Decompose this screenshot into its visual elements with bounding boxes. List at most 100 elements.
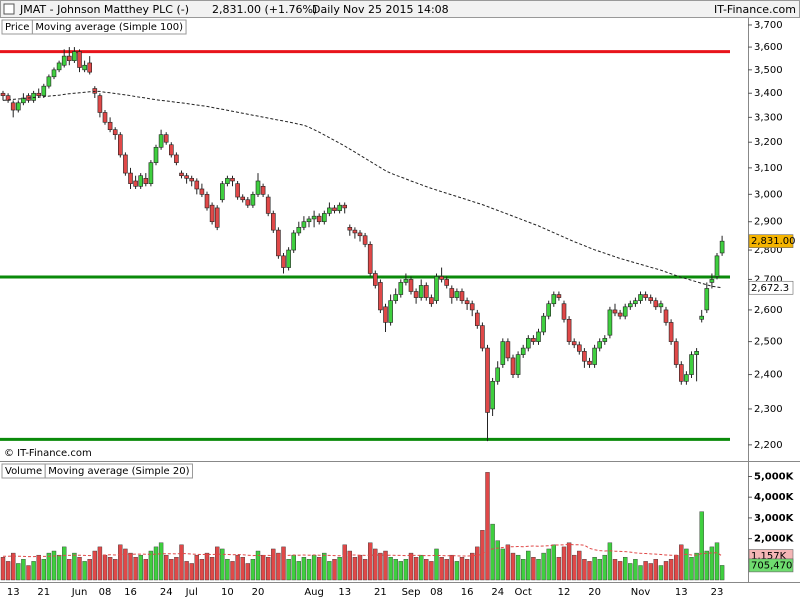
volume-bar bbox=[225, 559, 230, 581]
candle-body bbox=[128, 172, 133, 184]
y-tick-label: 3,700 bbox=[754, 20, 783, 31]
candle-body bbox=[689, 354, 694, 375]
volume-bar bbox=[21, 559, 26, 581]
candle-body bbox=[15, 102, 21, 111]
candle-body bbox=[367, 244, 373, 274]
x-tick-label: 21 bbox=[374, 587, 387, 598]
volume-bar bbox=[419, 554, 424, 581]
candle-body bbox=[469, 303, 475, 311]
volume-bar bbox=[46, 552, 52, 581]
volume-bar bbox=[209, 557, 215, 581]
volume-bar bbox=[82, 561, 87, 581]
candle-body bbox=[255, 180, 261, 195]
y-tick-label: 3,200 bbox=[754, 137, 783, 148]
candle-body bbox=[362, 235, 368, 245]
volume-bar bbox=[158, 542, 164, 581]
volume-bar bbox=[617, 561, 623, 581]
volume-bar bbox=[0, 557, 6, 581]
legend-entry: Price bbox=[5, 22, 29, 33]
volume-bar bbox=[5, 561, 11, 581]
candle-body bbox=[245, 199, 251, 206]
volume-bar bbox=[475, 546, 480, 581]
candle-body bbox=[36, 92, 42, 96]
volume-bar bbox=[214, 546, 220, 581]
volume-bar bbox=[694, 552, 699, 581]
volume-bar bbox=[204, 552, 210, 581]
candle-body bbox=[179, 172, 184, 177]
candle-body bbox=[250, 194, 256, 206]
candle-body bbox=[372, 273, 378, 286]
x-tick-label: Sep bbox=[402, 587, 421, 598]
timestamp: Nov 25 2015 14:08 bbox=[343, 3, 449, 16]
volume-bar bbox=[163, 554, 169, 581]
volume-bar bbox=[638, 565, 643, 581]
candle-body bbox=[694, 351, 699, 355]
volume-bar bbox=[408, 552, 414, 581]
candle-body bbox=[617, 312, 623, 317]
volume-bar bbox=[306, 559, 312, 581]
volume-bar bbox=[143, 559, 149, 581]
candle-body bbox=[82, 64, 87, 71]
volume-bar bbox=[704, 550, 709, 581]
candle-body bbox=[327, 207, 332, 214]
candle-body bbox=[388, 300, 393, 323]
volume-bar bbox=[668, 559, 674, 581]
candle-body bbox=[143, 178, 149, 184]
volume-bar bbox=[41, 559, 46, 581]
candle-body bbox=[668, 322, 674, 342]
volume-bar bbox=[51, 550, 57, 581]
volume-bar bbox=[255, 550, 261, 581]
candle-body bbox=[505, 341, 511, 359]
candle-body bbox=[184, 175, 189, 179]
candle-body bbox=[495, 367, 501, 382]
volume-bar bbox=[92, 550, 98, 581]
candle-body bbox=[444, 279, 450, 286]
candle-body bbox=[332, 207, 337, 211]
volume-bar bbox=[235, 554, 240, 581]
x-tick-label: 21 bbox=[37, 587, 50, 598]
volume-bar bbox=[577, 550, 582, 581]
volume-bar bbox=[413, 557, 419, 581]
volume-bar bbox=[393, 559, 398, 581]
volume-bar bbox=[587, 561, 592, 581]
volume-bar bbox=[536, 559, 541, 581]
volume-bar bbox=[719, 565, 725, 581]
legend-box bbox=[31, 19, 187, 35]
candle-body bbox=[474, 312, 480, 326]
volume-bar bbox=[500, 548, 505, 581]
x-tick-label: Oct bbox=[515, 587, 532, 598]
y-tick-label: 2,000K bbox=[754, 534, 795, 545]
candle-body bbox=[454, 291, 460, 298]
candle-body bbox=[378, 282, 383, 311]
candle-body bbox=[189, 178, 194, 182]
volume-bar bbox=[561, 546, 567, 581]
candle-body bbox=[230, 178, 235, 182]
volume-bar bbox=[153, 546, 159, 581]
candle-body bbox=[174, 154, 179, 163]
candle-body bbox=[214, 207, 220, 228]
candle-body bbox=[123, 154, 128, 174]
candle-body bbox=[260, 186, 266, 195]
x-tick-label: 13 bbox=[7, 587, 20, 598]
candle-body bbox=[464, 300, 470, 305]
y-tick-label: 3,000 bbox=[754, 189, 783, 200]
candle-body bbox=[480, 325, 485, 349]
candle-body bbox=[602, 338, 608, 342]
candle-body bbox=[663, 309, 669, 323]
candle-body bbox=[459, 291, 465, 301]
y-tick-label: 2,700 bbox=[754, 274, 783, 285]
volume-bar bbox=[689, 557, 694, 581]
candle-body bbox=[148, 162, 154, 184]
y-tick-label: 2,400 bbox=[754, 370, 783, 381]
candle-body bbox=[612, 309, 618, 314]
candle-body bbox=[67, 55, 72, 61]
volume-bar bbox=[327, 561, 332, 581]
candle-body bbox=[627, 303, 633, 308]
candle-body bbox=[561, 303, 567, 320]
y-tick-label: 2,300 bbox=[754, 404, 783, 415]
value-badge-label: 2,831.00 bbox=[751, 236, 796, 247]
y-tick-label: 2,200 bbox=[754, 440, 783, 451]
volume-bar bbox=[612, 559, 618, 581]
volume-bar bbox=[118, 544, 123, 581]
candle-body bbox=[699, 315, 705, 320]
